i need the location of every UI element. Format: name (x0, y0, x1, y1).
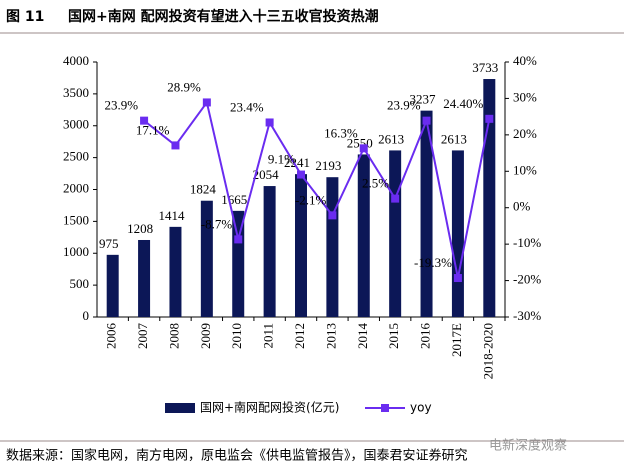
figure-label: 图 11 (6, 9, 44, 25)
x-tick-label: 2015 (386, 323, 401, 349)
yoy-label: 24.40% (443, 96, 483, 111)
bar (106, 254, 119, 317)
yoy-label: -2.1% (295, 192, 327, 207)
y-tick-label: 4000 (63, 53, 89, 68)
watermark: 电新深度观察 (489, 438, 567, 454)
bar-label: 975 (99, 236, 119, 251)
x-tick-label: 2014 (355, 323, 370, 350)
yoy-marker (171, 141, 180, 150)
x-tick-label: 2018-2020 (480, 323, 495, 379)
bar-label: 1208 (127, 221, 153, 236)
x-tick-label: 2013 (323, 323, 338, 349)
x-tick-label: 2017E (449, 323, 464, 357)
x-tick-label: 2006 (104, 323, 119, 350)
legend-label: 国网+南网配网投资(亿元) (200, 400, 339, 415)
yoy-label: 23.9% (387, 98, 421, 113)
y-tick-label: 500 (70, 276, 90, 291)
bar-label: 2613 (378, 131, 404, 146)
y2-tick-label: -10% (513, 235, 541, 250)
bar-label: 1665 (221, 192, 247, 207)
x-tick-label: 2012 (292, 323, 307, 349)
chart-title: 国网+南网 配网投资有望进入十三五收官投资热潮 (68, 8, 379, 25)
yoy-line (143, 100, 491, 279)
yoy-label: 2.5% (362, 176, 389, 191)
bar-label: 3733 (472, 60, 498, 75)
yoy-marker (453, 274, 462, 283)
yoy-marker (422, 116, 431, 125)
bar-label: 3237 (410, 92, 437, 107)
y-tick-label: 2500 (63, 149, 89, 164)
bar (263, 186, 276, 317)
bar (420, 110, 433, 317)
y2-tick-label: 10% (513, 162, 537, 177)
yoy-marker (297, 170, 305, 179)
bar (326, 177, 339, 317)
y2-tick-label: 30% (513, 89, 537, 104)
bar (389, 150, 402, 317)
x-tick-label: 2008 (166, 323, 181, 349)
y2-tick-label: 20% (513, 126, 537, 141)
y2-tick-label: -20% (513, 272, 541, 287)
yoy-marker (202, 98, 211, 107)
bar (357, 154, 370, 317)
y2-tick-label: -30% (513, 308, 541, 323)
yoy-label: 9.1% (268, 152, 295, 167)
yoy-marker (485, 114, 494, 123)
yoy-marker (265, 118, 274, 127)
bar (295, 174, 307, 317)
y2-tick-label: 0% (513, 199, 531, 214)
y-tick-label: 3000 (63, 117, 89, 132)
yoy-label: 16.3% (324, 125, 358, 140)
yoy-marker (391, 194, 400, 203)
legend-marker (381, 404, 389, 412)
x-tick-label: 2010 (229, 323, 244, 349)
yoy-marker (140, 116, 149, 125)
yoy-marker (234, 235, 243, 244)
yoy-label: 23.4% (230, 99, 264, 114)
bar-label: 2054 (253, 167, 280, 182)
yoy-label: -8.7% (201, 216, 233, 231)
yoy-label: 17.1% (136, 122, 170, 137)
legend-label: yoy (410, 401, 432, 415)
y-tick-label: 1500 (63, 212, 89, 227)
bar-label: 2613 (441, 131, 467, 146)
bar (138, 239, 151, 317)
bar-label: 1824 (190, 182, 217, 197)
y-tick-label: 0 (83, 308, 90, 323)
source: 数据来源：国家电网，南方电网，原电监会《供电监管报告》，国泰君安证券研究 (6, 448, 468, 464)
yoy-marker (328, 211, 337, 220)
bar (169, 226, 182, 317)
bar-label: 1414 (158, 208, 185, 223)
bar (483, 79, 496, 318)
y-tick-label: 3500 (63, 85, 89, 100)
yoy-marker (359, 144, 368, 153)
yoy-label: -19.3% (414, 255, 452, 270)
bar-label: 2193 (315, 158, 341, 173)
x-tick-label: 2016 (418, 323, 433, 350)
y-tick-label: 2000 (63, 180, 89, 195)
x-tick-label: 2011 (261, 323, 276, 349)
yoy-label: 23.9% (104, 98, 138, 113)
x-tick-label: 2007 (135, 323, 150, 350)
y-tick-label: 1000 (63, 244, 89, 259)
bar (200, 200, 213, 317)
x-tick-label: 2009 (198, 323, 213, 349)
yoy-label: 28.9% (167, 79, 201, 94)
y2-tick-label: 40% (513, 53, 537, 68)
bar (451, 150, 464, 317)
legend-swatch (165, 403, 195, 413)
